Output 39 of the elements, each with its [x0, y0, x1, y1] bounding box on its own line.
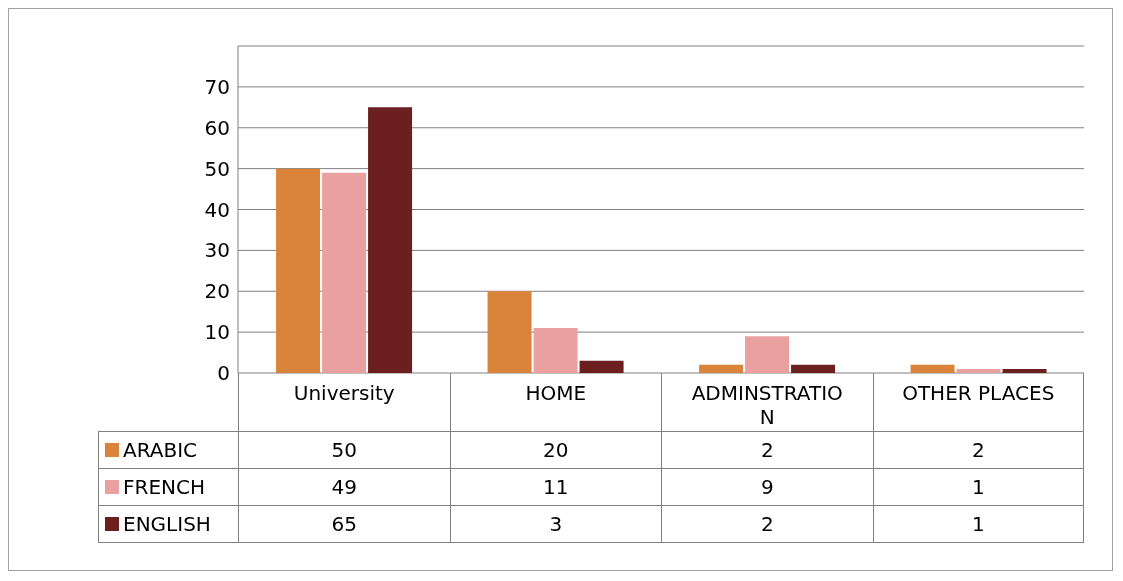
- y-tick-label: 0: [217, 361, 230, 386]
- data-label: 2: [661, 506, 873, 542]
- bar: [910, 364, 955, 373]
- data-label: 50: [238, 432, 450, 468]
- y-tick-label: 60: [204, 115, 230, 140]
- bar: [791, 364, 836, 373]
- data-label: 9: [661, 469, 873, 505]
- bar: [1002, 368, 1047, 373]
- y-tick-label: 10: [204, 320, 230, 345]
- y-tick-label: 30: [204, 238, 230, 263]
- bar: [322, 172, 367, 373]
- legend-label: ARABIC: [123, 438, 198, 462]
- legend-label: FRENCH: [123, 475, 206, 499]
- data-label: 49: [238, 469, 450, 505]
- bar: [368, 107, 413, 373]
- bar: [579, 360, 624, 373]
- y-tick-label: 20: [204, 279, 230, 304]
- bar: [956, 368, 1001, 373]
- x-tick-label: HOME: [449, 373, 661, 431]
- bar: [487, 291, 532, 373]
- bar: [699, 364, 744, 373]
- bar: [745, 336, 790, 373]
- y-tick-label: 50: [204, 156, 230, 181]
- data-label: 1: [872, 469, 1084, 505]
- y-tick-label: 70: [204, 74, 230, 99]
- x-tick-label: OTHER PLACES: [872, 373, 1084, 431]
- data-label: 1: [872, 506, 1084, 542]
- legend-label: ENGLISH: [123, 512, 211, 536]
- data-label: 3: [449, 506, 661, 542]
- data-label: 65: [238, 506, 450, 542]
- bar: [533, 328, 578, 373]
- bar: [276, 168, 321, 373]
- data-label: 2: [661, 432, 873, 468]
- data-label: 11: [449, 469, 661, 505]
- data-label: 20: [449, 432, 661, 468]
- y-tick-label: 40: [204, 197, 230, 222]
- x-tick-label: University: [238, 373, 450, 431]
- data-label: 2: [872, 432, 1084, 468]
- x-tick-label: ADMINSTRATIO N: [661, 373, 873, 431]
